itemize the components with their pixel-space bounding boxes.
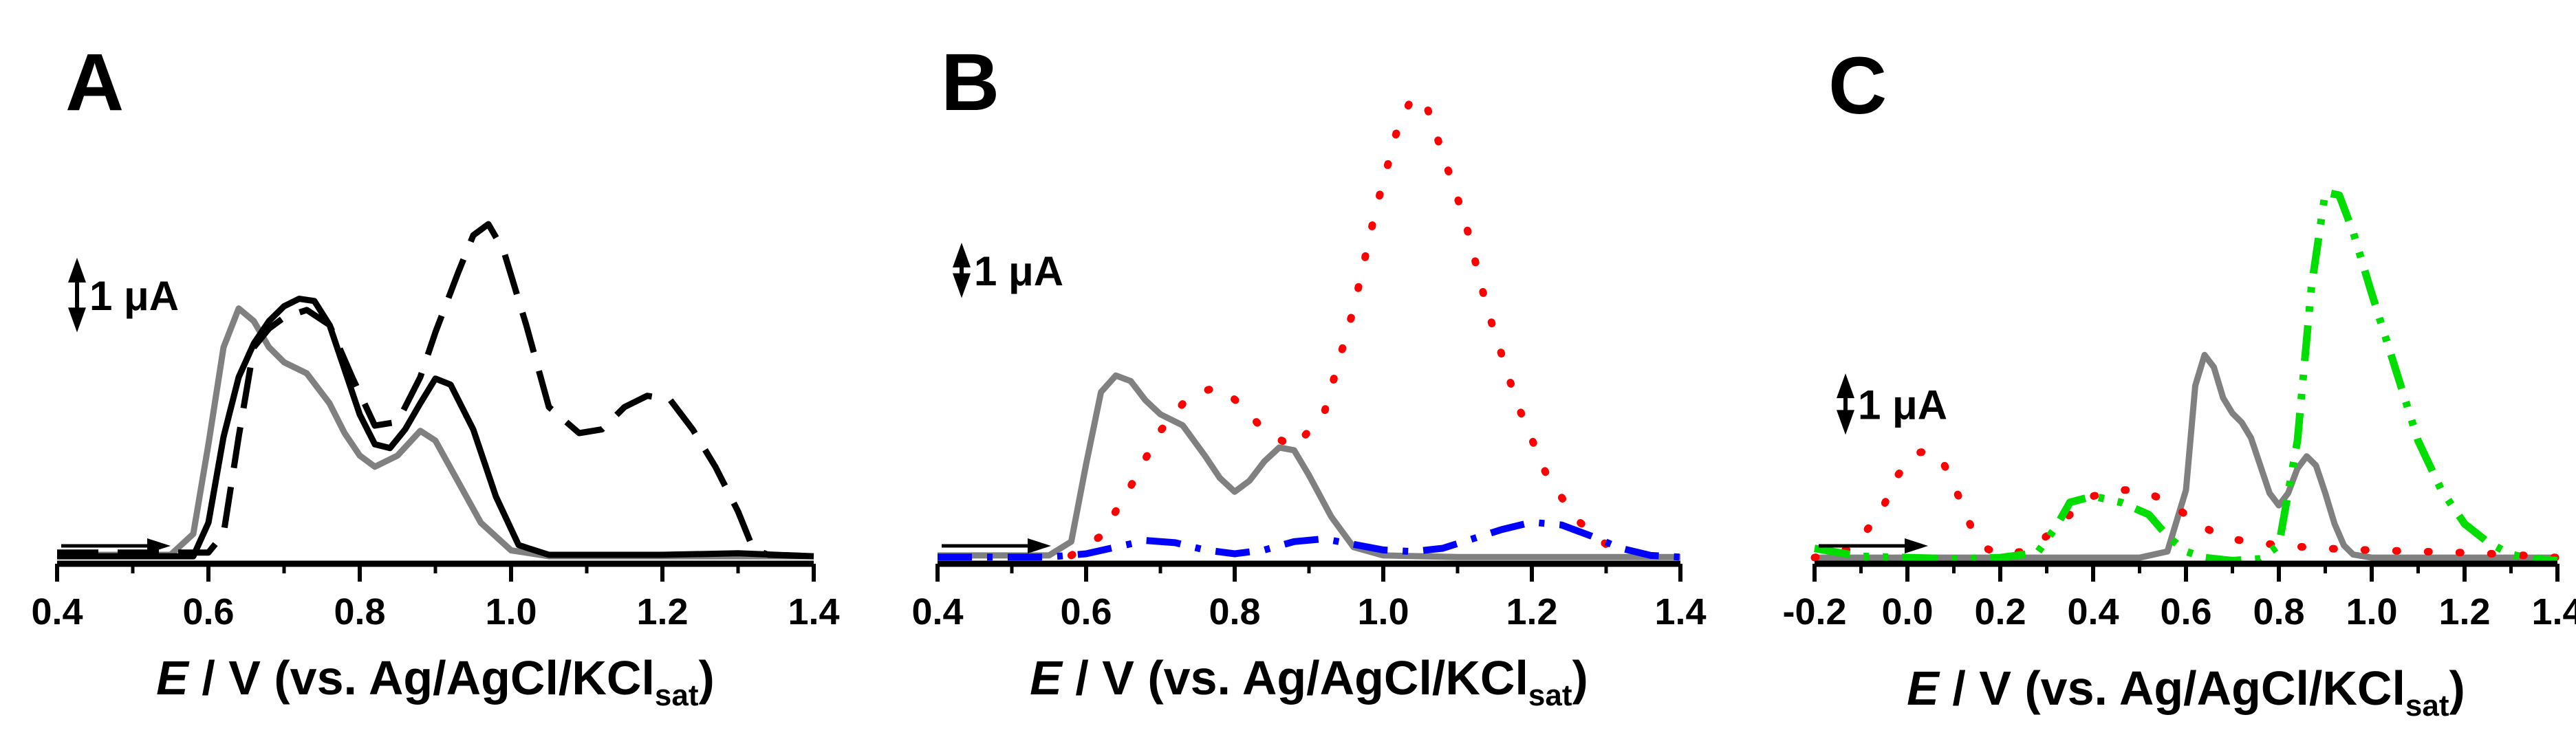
x-tick-label: 0.6 <box>1060 591 1112 632</box>
x-tick-label: 1.0 <box>1357 591 1409 632</box>
x-tick-label: 0.6 <box>2160 591 2211 632</box>
x-tick-label: 1.4 <box>788 591 839 632</box>
scale-bar-arrow-up-icon <box>1837 373 1854 399</box>
sweep-arrow-icon <box>1028 538 1051 553</box>
series-black-solid <box>57 296 814 560</box>
scale-bar-label: 1 μA <box>89 273 179 319</box>
x-tick-label: 0.4 <box>911 591 963 632</box>
panel-letter: C <box>1828 41 1887 131</box>
x-tick-label: 0.8 <box>334 591 385 632</box>
panel-letter: A <box>65 37 124 128</box>
scale-bar-arrow-up-icon <box>68 257 86 283</box>
x-tick-label: 1.0 <box>485 591 537 632</box>
x-axis-title: E / V (vs. Ag/AgCl/KClsat) <box>1030 651 1588 712</box>
series-blue-dashdot <box>938 518 1681 561</box>
sweep-arrow-icon <box>147 538 171 553</box>
scale-bar-arrow-up-icon <box>953 242 971 267</box>
x-tick-label: -0.2 <box>1782 591 1846 632</box>
x-axis-title: E / V (vs. Ag/AgCl/KClsat) <box>156 651 715 712</box>
x-tick-label: 0.4 <box>2067 591 2119 632</box>
sweep-arrow-icon <box>1905 538 1928 553</box>
panel-c: C -0.2 0.0 0.2 0.4 0.6 0.8 1.0 1.2 1.4 1 μA E / V (… <box>1782 41 2576 723</box>
x-tick-label: 1.2 <box>1506 591 1557 632</box>
x-tick-label: 1.0 <box>2346 591 2397 632</box>
series-gray-solid <box>1815 351 2557 561</box>
x-tick-label: 0.6 <box>182 591 234 632</box>
x-tick-label: 0.8 <box>2253 591 2304 632</box>
series-black-dash <box>57 221 814 560</box>
x-tick-label: 0.8 <box>1209 591 1260 632</box>
x-tick-label: 1.4 <box>2531 591 2576 632</box>
x-tick-label: 1.4 <box>1654 591 1706 632</box>
scale-bar-label: 1 μA <box>974 248 1063 294</box>
series-green-dashdotdot <box>1814 188 2558 564</box>
scale-bar-arrow-down-icon <box>1837 410 1854 435</box>
panel-a: A 0.4 0.6 0.8 1.0 1.2 1.4 1 μA E / V (vs. Ag/AgC… <box>31 37 839 712</box>
panel-letter: B <box>941 37 999 128</box>
x-tick-label: 1.2 <box>636 591 688 632</box>
x-tick-label: 1.2 <box>2438 591 2490 632</box>
scale-bar-label: 1 μA <box>1858 382 1947 428</box>
series-red-dot <box>1067 92 1632 560</box>
scale-bar-arrow-down-icon <box>68 307 86 333</box>
x-tick-label: 0.4 <box>31 591 83 632</box>
x-axis-title: E / V (vs. Ag/AgCl/KClsat) <box>1907 661 2465 723</box>
x-tick-label: 0.2 <box>1974 591 2026 632</box>
series-gray-solid <box>938 372 1680 560</box>
scale-bar-arrow-down-icon <box>953 273 971 298</box>
series-gray-solid <box>57 305 814 560</box>
x-tick-label: 0.0 <box>1881 591 1933 632</box>
series-red-dot <box>1810 446 2562 562</box>
panel-b: B 0.4 0.6 0.8 1.0 1.2 1.4 1 μA E / V (vs. Ag/AgC… <box>911 37 1706 712</box>
